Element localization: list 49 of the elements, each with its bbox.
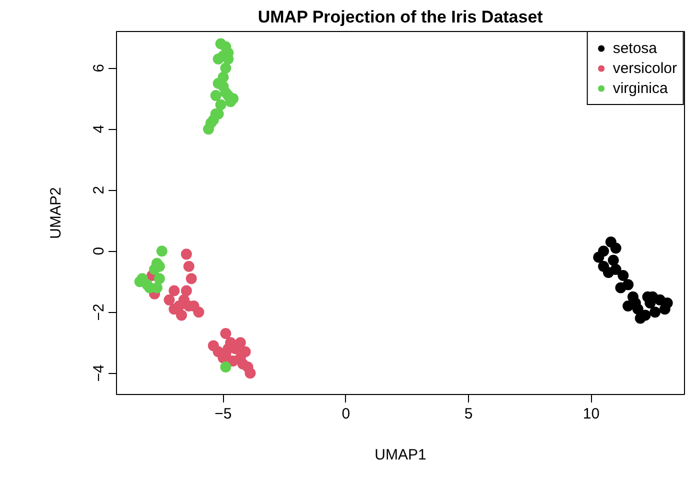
point bbox=[164, 294, 175, 306]
point bbox=[220, 62, 232, 74]
x-tick-label: 10 bbox=[582, 406, 600, 422]
point bbox=[142, 279, 153, 290]
point bbox=[180, 248, 192, 260]
point bbox=[608, 254, 619, 266]
point bbox=[622, 279, 634, 290]
point bbox=[212, 53, 224, 64]
point bbox=[659, 304, 670, 315]
point bbox=[156, 246, 168, 257]
point bbox=[220, 362, 232, 373]
y-tick-label: −4 bbox=[90, 364, 108, 382]
x-axis-title: UMAP1 bbox=[374, 446, 426, 464]
point bbox=[234, 337, 246, 348]
y-tick-label: 2 bbox=[90, 186, 108, 194]
point bbox=[222, 90, 234, 102]
point bbox=[180, 285, 192, 296]
y-tick-label: −2 bbox=[90, 304, 108, 321]
point bbox=[610, 242, 622, 254]
point bbox=[183, 260, 194, 272]
y-tick-label: 6 bbox=[90, 64, 108, 72]
point bbox=[220, 328, 232, 339]
point bbox=[203, 124, 214, 135]
point bbox=[176, 310, 188, 321]
point bbox=[650, 306, 661, 318]
x-tick-label: 0 bbox=[342, 406, 350, 422]
y-axis-title: UMAP2 bbox=[48, 187, 64, 239]
point bbox=[168, 285, 180, 296]
x-tick-label: 5 bbox=[464, 406, 473, 422]
y-tick-label: 0 bbox=[90, 246, 108, 256]
point bbox=[610, 264, 622, 275]
point bbox=[215, 99, 226, 110]
y-tick-label: 4 bbox=[90, 124, 108, 134]
point bbox=[618, 270, 629, 282]
point bbox=[634, 312, 646, 324]
legend-label: virginica bbox=[612, 80, 668, 96]
point bbox=[210, 90, 222, 102]
x-tick-label: −5 bbox=[214, 406, 232, 422]
point bbox=[154, 273, 165, 284]
point bbox=[228, 355, 239, 366]
chart-title: UMAP Projection of the Iris Dataset bbox=[258, 8, 544, 26]
point bbox=[174, 300, 185, 312]
point bbox=[244, 368, 256, 379]
legend-label: setosa bbox=[612, 40, 658, 56]
point bbox=[186, 273, 197, 284]
legend-label: versicolor bbox=[612, 60, 677, 76]
point bbox=[593, 252, 604, 263]
point bbox=[237, 358, 248, 370]
point bbox=[193, 306, 204, 318]
